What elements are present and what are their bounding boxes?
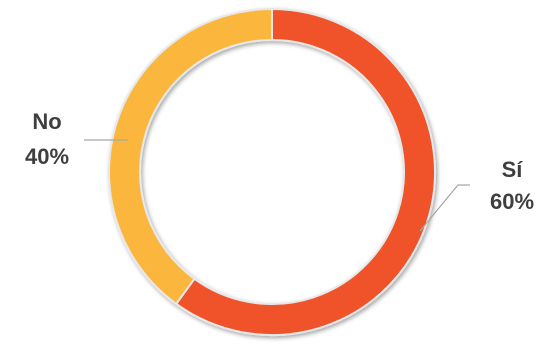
donut-slice-si: [174, 7, 436, 336]
slice-label-no-value: 40%: [25, 144, 69, 169]
leader-line-si: [419, 184, 470, 232]
slice-label-si-name: Sí: [502, 157, 524, 182]
donut-slice-no: [108, 7, 273, 306]
slice-label-si-value: 60%: [490, 189, 534, 214]
donut-slices: [108, 7, 436, 336]
slice-label-no-name: No: [32, 109, 61, 134]
